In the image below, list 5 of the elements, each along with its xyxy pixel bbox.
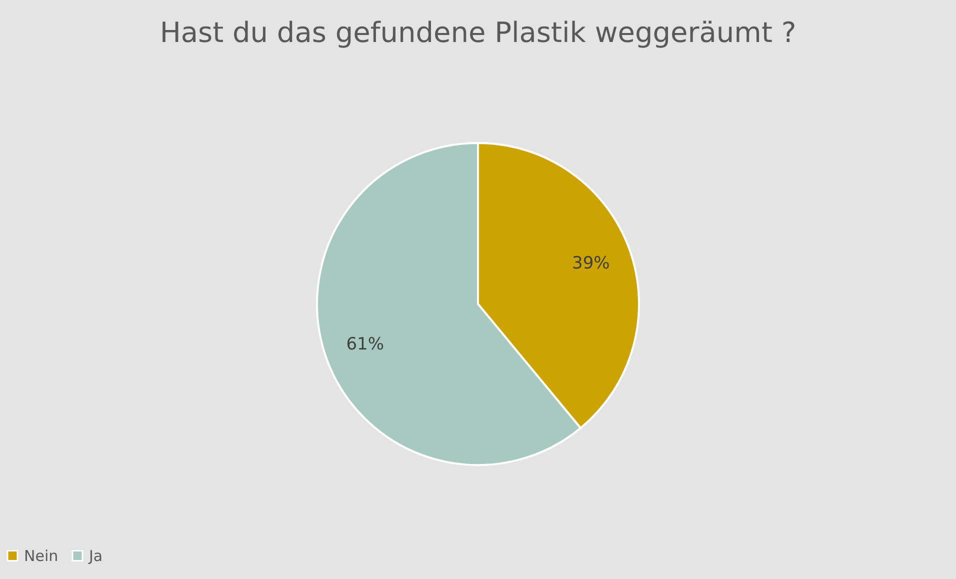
legend-label: Nein [24,546,58,565]
chart-title: Hast du das gefundene Plastik weggeräumt ? [160,16,796,49]
data-label: 61% [346,334,384,355]
legend-label: Ja [88,546,103,565]
data-label: 39% [572,253,610,274]
